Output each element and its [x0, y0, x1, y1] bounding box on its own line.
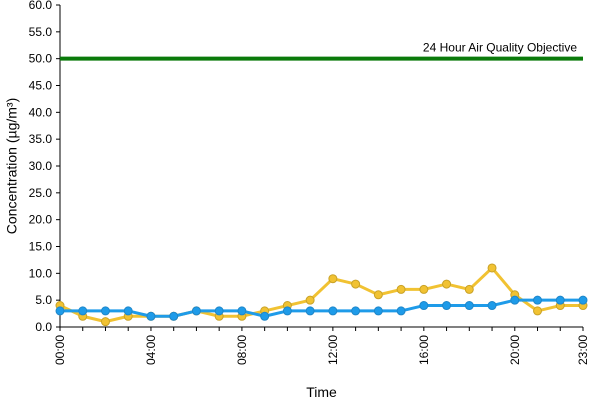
objective-line-group: 24 Hour Air Quality Objective: [60, 41, 583, 61]
series-2-point: [487, 301, 497, 311]
series-2-point: [214, 306, 224, 316]
series-group: [55, 263, 588, 327]
series-2: [55, 295, 588, 321]
series-2-line: [60, 298, 583, 318]
series-2-point: [373, 306, 383, 316]
y-tick-label: 45.0: [29, 79, 53, 93]
series-2-point: [282, 306, 292, 316]
y-tick-label: 55.0: [29, 25, 53, 39]
y-tick-label: 60.0: [29, 0, 53, 12]
objective-label: 24 Hour Air Quality Objective: [423, 41, 577, 55]
x-tick-label: 20:00: [508, 335, 522, 365]
y-tick-label: 15.0: [29, 240, 53, 254]
series-1-point: [533, 306, 543, 316]
series-2-point: [237, 306, 247, 316]
series-2-point: [305, 306, 315, 316]
y-tick-label: 50.0: [29, 52, 53, 66]
series-2-point: [191, 306, 201, 316]
series-2-point: [123, 306, 133, 316]
series-2-point: [533, 295, 543, 305]
series-2-point: [78, 306, 88, 316]
series-1-point: [351, 279, 361, 289]
series-2-point: [555, 295, 565, 305]
x-tick-label: 23:00: [576, 335, 590, 365]
x-axis-label: Time: [306, 384, 337, 400]
series-2-point: [464, 301, 474, 311]
series-2-point: [419, 301, 429, 311]
y-tick-label: 0.0: [35, 320, 52, 334]
series-2-point: [396, 306, 406, 316]
series-1-point: [305, 295, 315, 305]
series-1: [55, 263, 588, 327]
series-2-point: [169, 311, 179, 321]
x-tick-label: 16:00: [417, 335, 431, 365]
series-2-point: [442, 301, 452, 311]
series-2-point: [578, 295, 588, 305]
y-tick-label: 5.0: [35, 293, 52, 307]
series-1-point: [442, 279, 452, 289]
series-1-point: [419, 284, 429, 294]
x-tick-label: 08:00: [235, 335, 249, 365]
x-axis-ticks: 00:00 04:00 08:00 12:00 16:00 20:00 23:00: [53, 327, 590, 365]
x-tick-label: 04:00: [144, 335, 158, 365]
series-2-point: [328, 306, 338, 316]
series-1-point: [100, 317, 110, 327]
series-1-point: [328, 274, 338, 284]
series-2-point: [55, 306, 65, 316]
y-tick-label: 40.0: [29, 105, 53, 119]
series-2-point: [510, 295, 520, 305]
series-1-point: [487, 263, 497, 273]
y-tick-label: 30.0: [29, 159, 53, 173]
x-tick-label: 12:00: [326, 335, 340, 365]
y-axis-ticks: 0.0 5.0 10.0 15.0 20.0 25.0 30.0 35.0 40.0 45.0 50…: [29, 0, 60, 334]
x-tick-label: 00:00: [53, 335, 67, 365]
series-2-point: [351, 306, 361, 316]
y-axis-label: Concentration (µg/m³): [4, 98, 20, 234]
series-1-point: [396, 284, 406, 294]
series-1-point: [464, 284, 474, 294]
y-tick-label: 20.0: [29, 213, 53, 227]
series-1-point: [373, 290, 383, 300]
y-tick-label: 35.0: [29, 132, 53, 146]
y-tick-label: 10.0: [29, 266, 53, 280]
series-2-point: [260, 311, 270, 321]
series-2-point: [146, 311, 156, 321]
y-tick-label: 25.0: [29, 186, 53, 200]
series-2-point: [100, 306, 110, 316]
